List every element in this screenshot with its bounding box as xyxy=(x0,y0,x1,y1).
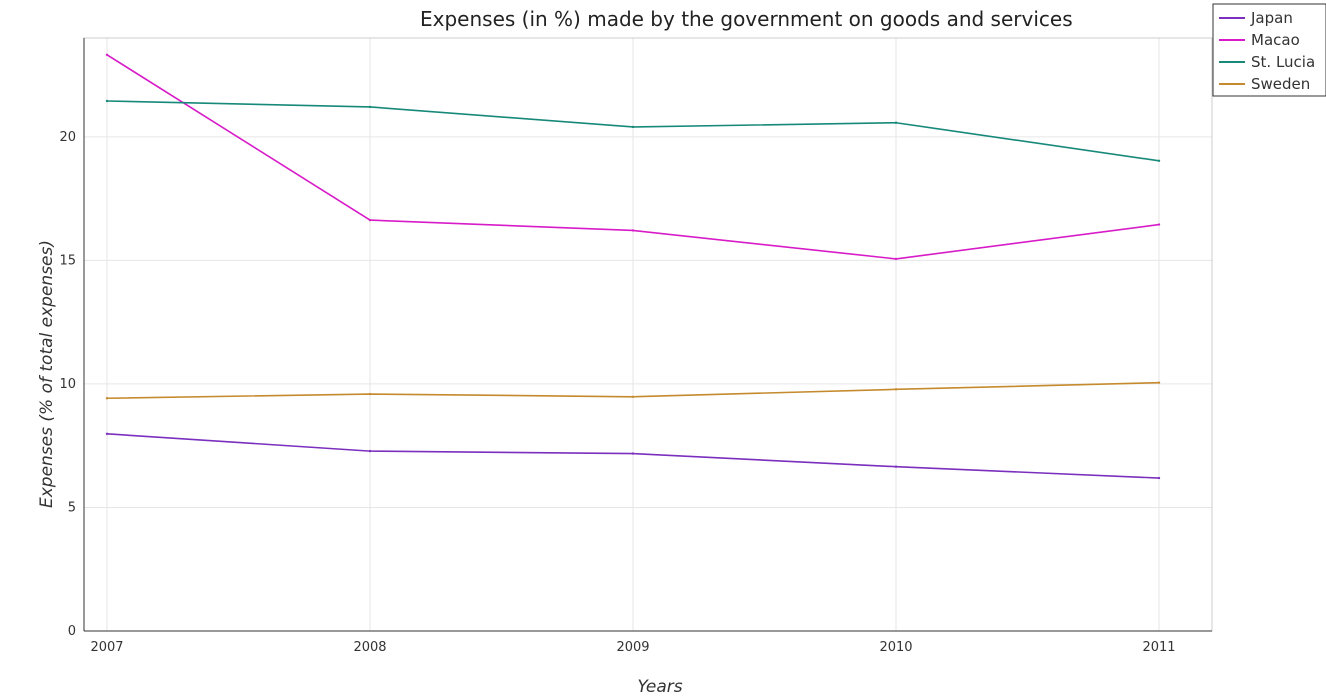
data-point xyxy=(368,392,372,396)
legend-label: Sweden xyxy=(1251,75,1310,93)
x-tick-label: 2008 xyxy=(353,640,386,655)
legend: Japan Macao St. Lucia Sweden xyxy=(1212,3,1326,97)
y-tick-label: 15 xyxy=(59,253,76,268)
data-point xyxy=(368,105,372,109)
data-point xyxy=(894,465,898,468)
x-tick-label: 2010 xyxy=(879,640,912,655)
data-point xyxy=(894,388,898,391)
data-point xyxy=(1157,223,1161,226)
data-point xyxy=(105,53,109,57)
series-layer xyxy=(105,53,1161,480)
data-point xyxy=(368,449,372,453)
y-tick-label: 20 xyxy=(59,130,76,145)
legend-label: Japan xyxy=(1250,9,1293,27)
data-point xyxy=(1157,159,1161,163)
x-axis-label: Years xyxy=(637,677,682,697)
x-tick-label: 2011 xyxy=(1142,640,1175,655)
data-point xyxy=(105,397,109,400)
y-tick-label: 0 xyxy=(68,624,76,639)
data-point xyxy=(631,229,635,232)
grid xyxy=(84,38,1212,632)
legend-box xyxy=(1212,3,1326,97)
data-point xyxy=(105,99,109,103)
y-tick-label: 5 xyxy=(68,500,76,515)
legend-label: St. Lucia xyxy=(1251,53,1315,71)
data-point xyxy=(1157,476,1161,480)
data-point xyxy=(631,395,635,398)
data-point xyxy=(105,432,109,436)
x-tick-label: 2009 xyxy=(616,640,649,655)
x-tick-label: 2007 xyxy=(90,640,123,655)
axes: 0 5 10 15 20 2007 2008 2009 2010 2011 xyxy=(59,37,1213,655)
chart-title: Expenses (in %) made by the government o… xyxy=(420,7,1073,31)
data-point xyxy=(894,257,898,261)
data-point xyxy=(631,125,635,129)
legend-label: Macao xyxy=(1251,31,1300,49)
y-axis-label: Expenses (% of total expenses) xyxy=(37,240,57,508)
data-point xyxy=(894,121,898,124)
y-tick-label: 10 xyxy=(59,377,76,392)
data-point xyxy=(1157,381,1161,384)
data-point xyxy=(368,218,372,222)
data-point xyxy=(631,452,635,455)
